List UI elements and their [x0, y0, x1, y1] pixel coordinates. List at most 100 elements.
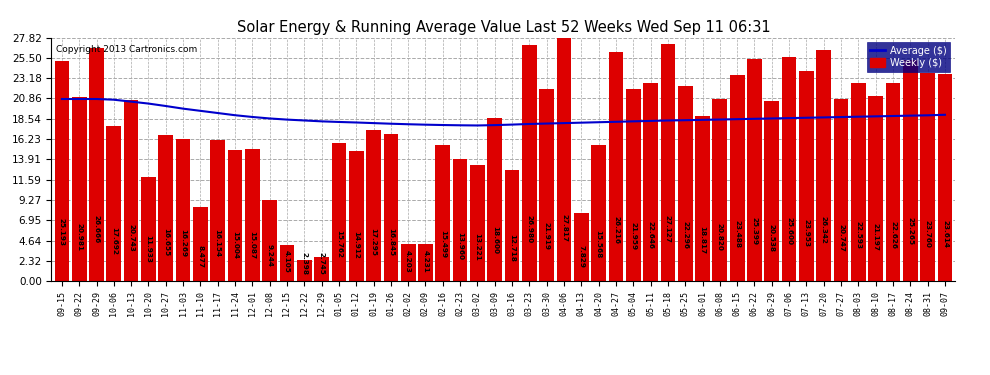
Bar: [210, 140, 225, 281]
Text: 26.216: 26.216: [613, 216, 619, 244]
Text: 26.342: 26.342: [821, 216, 827, 244]
Text: 2.398: 2.398: [301, 252, 307, 276]
Text: 20.820: 20.820: [717, 224, 723, 251]
Bar: [470, 165, 485, 281]
Text: 15.499: 15.499: [440, 230, 446, 258]
Text: 23.760: 23.760: [925, 219, 931, 248]
Bar: [383, 134, 398, 281]
Text: 25.193: 25.193: [58, 217, 65, 246]
Text: 25.600: 25.600: [786, 217, 792, 245]
Text: 25.399: 25.399: [751, 217, 757, 245]
Bar: [72, 98, 86, 281]
Bar: [591, 145, 606, 281]
Text: 16.655: 16.655: [162, 228, 168, 257]
Bar: [730, 75, 744, 281]
Text: 21.959: 21.959: [631, 222, 637, 250]
Text: 20.747: 20.747: [839, 224, 844, 251]
Bar: [747, 59, 762, 281]
Bar: [868, 96, 883, 281]
Bar: [660, 44, 675, 281]
Bar: [314, 257, 329, 281]
Bar: [764, 101, 779, 281]
Bar: [609, 51, 624, 281]
Bar: [401, 244, 416, 281]
Text: 16.269: 16.269: [180, 229, 186, 257]
Bar: [921, 73, 935, 281]
Bar: [522, 45, 537, 281]
Bar: [452, 159, 467, 281]
Bar: [644, 83, 658, 281]
Text: 15.004: 15.004: [232, 231, 238, 259]
Text: 11.933: 11.933: [146, 235, 151, 263]
Text: 15.568: 15.568: [596, 230, 602, 258]
Title: Solar Energy & Running Average Value Last 52 Weeks Wed Sep 11 06:31: Solar Energy & Running Average Value Las…: [237, 20, 770, 35]
Bar: [175, 139, 190, 281]
Bar: [142, 177, 155, 281]
Bar: [366, 130, 381, 281]
Bar: [193, 207, 208, 281]
Text: 17.295: 17.295: [370, 228, 376, 256]
Text: 26.980: 26.980: [527, 215, 533, 243]
Text: 4.203: 4.203: [405, 251, 411, 273]
Bar: [626, 89, 641, 281]
Bar: [886, 83, 900, 281]
Bar: [938, 74, 952, 281]
Bar: [782, 57, 797, 281]
Bar: [107, 126, 121, 281]
Text: 16.154: 16.154: [215, 230, 221, 257]
Bar: [851, 83, 865, 281]
Text: 27.817: 27.817: [561, 214, 567, 242]
Text: 13.221: 13.221: [474, 234, 480, 261]
Text: 2.745: 2.745: [319, 252, 325, 275]
Text: 15.087: 15.087: [249, 231, 255, 259]
Bar: [436, 146, 450, 281]
Text: 21.197: 21.197: [873, 223, 879, 251]
Bar: [678, 86, 693, 281]
Text: 12.718: 12.718: [509, 234, 515, 262]
Text: 20.538: 20.538: [769, 224, 775, 252]
Text: 4.231: 4.231: [423, 250, 429, 273]
Text: 20.981: 20.981: [76, 223, 82, 251]
Text: 25.265: 25.265: [907, 217, 914, 245]
Bar: [348, 151, 363, 281]
Bar: [799, 71, 814, 281]
Legend: Average ($), Weekly ($): Average ($), Weekly ($): [866, 42, 950, 72]
Bar: [332, 143, 346, 281]
Bar: [158, 135, 173, 281]
Bar: [279, 245, 294, 281]
Text: 7.829: 7.829: [578, 245, 584, 268]
Text: 15.762: 15.762: [336, 230, 342, 258]
Bar: [262, 200, 277, 281]
Bar: [418, 244, 433, 281]
Bar: [713, 99, 728, 281]
Bar: [228, 150, 243, 281]
Bar: [695, 116, 710, 281]
Bar: [505, 170, 520, 281]
Text: 13.960: 13.960: [457, 232, 463, 260]
Text: 23.488: 23.488: [735, 220, 741, 248]
Text: 27.127: 27.127: [665, 215, 671, 243]
Text: 23.953: 23.953: [804, 219, 810, 247]
Text: 8.477: 8.477: [197, 244, 203, 267]
Bar: [834, 99, 848, 281]
Text: 22.296: 22.296: [682, 221, 688, 249]
Bar: [124, 99, 139, 281]
Text: 26.666: 26.666: [93, 215, 100, 244]
Bar: [89, 48, 104, 281]
Text: Copyright 2013 Cartronics.com: Copyright 2013 Cartronics.com: [56, 45, 197, 54]
Text: 4.105: 4.105: [284, 251, 290, 273]
Text: 21.919: 21.919: [544, 222, 549, 250]
Bar: [54, 60, 69, 281]
Text: 17.692: 17.692: [111, 227, 117, 255]
Text: 16.845: 16.845: [388, 228, 394, 256]
Bar: [245, 149, 259, 281]
Bar: [903, 60, 918, 281]
Bar: [487, 118, 502, 281]
Bar: [574, 213, 589, 281]
Text: 22.626: 22.626: [890, 221, 896, 249]
Text: 9.244: 9.244: [266, 244, 272, 267]
Text: 18.600: 18.600: [492, 226, 498, 254]
Bar: [817, 51, 832, 281]
Text: 18.817: 18.817: [700, 226, 706, 254]
Bar: [556, 38, 571, 281]
